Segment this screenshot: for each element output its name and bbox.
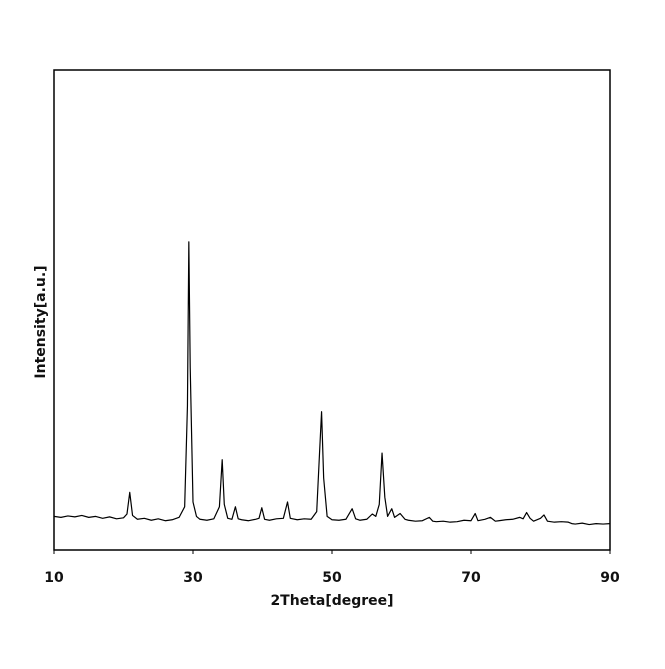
x-tick-label: 90 — [600, 570, 620, 586]
x-tick-label: 50 — [322, 570, 342, 586]
x-axis-label: 2Theta[degree] — [270, 593, 393, 609]
x-tick-label: 30 — [183, 570, 203, 586]
pattern-line — [53, 241, 611, 526]
y-axis-label: Intensity[a.u.] — [33, 265, 49, 378]
x-tick-label: 10 — [44, 570, 64, 586]
plot-frame — [53, 69, 611, 551]
x-tick-label: 70 — [461, 570, 481, 586]
